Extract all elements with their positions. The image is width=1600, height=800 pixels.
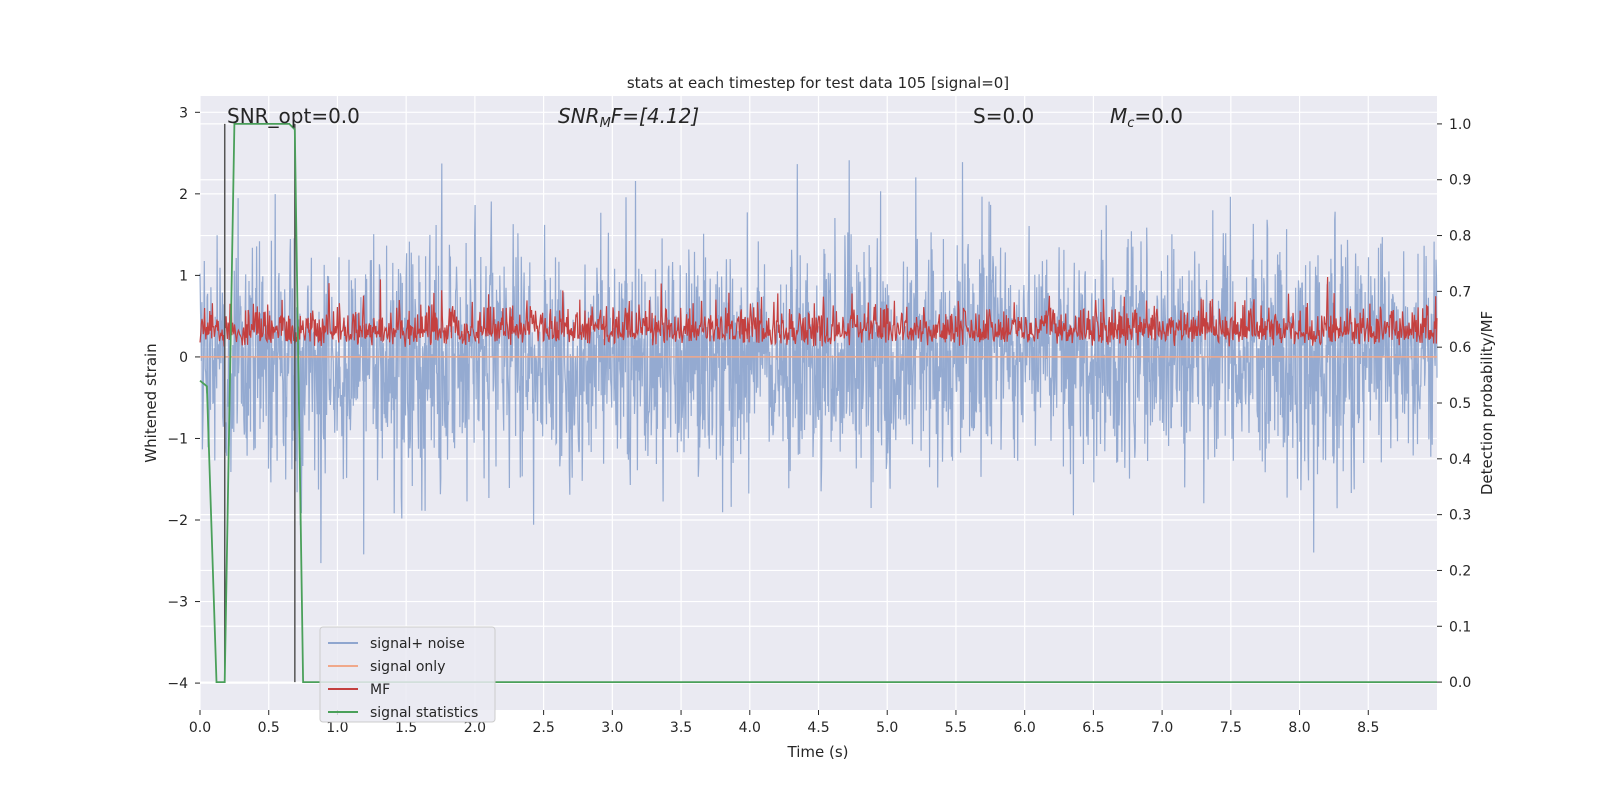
y-right-tick-label: 0.6 [1449,340,1471,356]
x-tick-label: 2.5 [532,720,554,736]
y-tick-label: −1 [167,431,188,447]
signal-noise-line [199,160,1438,564]
y-right-tick-label: 1.0 [1449,117,1471,133]
y-right-tick-label: 0.3 [1449,508,1471,524]
x-tick-label: 4.5 [807,720,829,736]
y-right-tick-label: 0.7 [1449,284,1471,300]
legend-entry-label: MF [370,682,390,698]
x-tick-label: 6.0 [1014,720,1036,736]
annotation-mc: Mc=0.0 [1110,104,1183,131]
y-tick-label: 0 [179,350,188,366]
annotation-snr-opt: SNR_opt=0.0 [227,104,360,128]
y-ticks-left: 3 2 1 0 −1 −2 −3 −4 [167,105,200,692]
y-tick-label: −2 [167,513,188,529]
x-tick-label: 8.0 [1288,720,1310,736]
y-right-tick-label: 0.9 [1449,173,1471,189]
y-right-tick-label: 0.8 [1449,229,1471,245]
legend: signal+ noise signal only MF signal statist… [319,626,496,723]
mf-series [199,276,1438,347]
signal-noise-series [199,160,1438,564]
y-right-tick-label: 0.4 [1449,452,1471,468]
legend-entry-label: signal only [370,659,445,675]
y-tick-label: 1 [179,268,188,284]
x-tick-label: 5.0 [876,720,898,736]
legend-entry-label: signal statistics [370,705,478,721]
y-right-tick-label: 0.5 [1449,396,1471,412]
x-tick-label: 4.0 [739,720,761,736]
legend-entry-label: signal+ noise [370,636,465,652]
vertical-markers [223,123,296,683]
y-axis-label-right: Detection probability/MF [1478,311,1496,495]
mf-line [199,276,1438,347]
chart-title: stats at each timestep for test data 105… [627,74,1009,92]
y-right-tick-label: 0.2 [1449,563,1471,579]
legend-box [319,626,496,723]
x-axis-label: Time (s) [787,743,849,761]
x-tick-label: 8.5 [1357,720,1379,736]
y-tick-label: −4 [167,676,188,692]
x-tick-label: 3.0 [601,720,623,736]
annotation-s: S=0.0 [973,104,1034,128]
annotation-snr-mf: SNRMF=[4.12] [558,104,699,131]
x-tick-label: 5.5 [945,720,967,736]
y-tick-label: −3 [167,595,188,611]
x-tick-label: 6.5 [1082,720,1104,736]
x-tick-label: 3.5 [670,720,692,736]
signal-statistics-line [199,123,1437,683]
y-right-tick-label: 0.1 [1449,619,1471,635]
x-ticks: 0.0 0.5 1.0 1.5 2.0 2.5 3.0 3.5 4.0 4.5 5.0 5.5 6.0 6… [189,710,1379,736]
y-tick-label: 2 [179,187,188,203]
y-axis-label-left: Whitened strain [142,343,160,462]
x-tick-label: 7.5 [1220,720,1242,736]
x-tick-label: 1.0 [326,720,348,736]
y-right-tick-label: 0.0 [1449,675,1471,691]
x-tick-label: 0.0 [189,720,211,736]
signal-statistics-series [199,123,1437,683]
y-ticks-right: 1.0 0.9 0.8 0.7 0.6 0.5 0.4 0.3 0.2 0.1 0.0 [1437,117,1471,691]
x-tick-label: 2.0 [464,720,486,736]
x-tick-label: 1.5 [395,720,417,736]
y-tick-label: 3 [179,105,188,121]
x-tick-label: 0.5 [258,720,280,736]
x-tick-label: 7.0 [1151,720,1173,736]
